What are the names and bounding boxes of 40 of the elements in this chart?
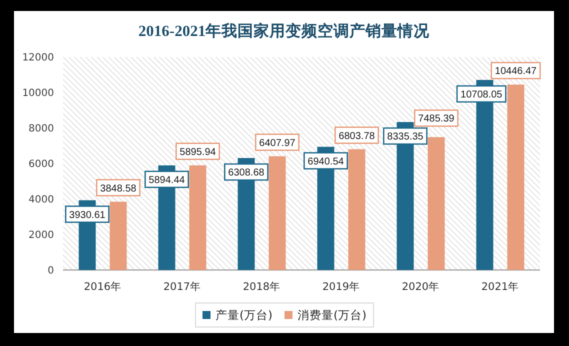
x-tick: 2021年: [481, 281, 520, 293]
data-label: 5895.94: [180, 146, 216, 158]
data-label: 3930.61: [65, 206, 110, 223]
data-label: 8335.35: [383, 127, 428, 145]
x-tick: 2020年: [402, 281, 440, 293]
data-label: 7485.39: [414, 109, 458, 127]
legend-label: 产量(万台): [216, 308, 272, 322]
data-label: 6407.97: [259, 138, 296, 149]
y-tick: 10000: [22, 88, 54, 100]
y-tick: 8000: [28, 124, 54, 135]
data-label: 3930.61: [69, 210, 106, 221]
x-tick: 2019年: [322, 281, 360, 293]
data-label: 10446.47: [490, 62, 541, 80]
data-label: 5895.94: [176, 142, 220, 160]
y-tick: 12000: [22, 52, 54, 64]
x-tick: 2016年: [84, 281, 122, 293]
y-tick: 6000: [28, 159, 54, 170]
y-tick: 0: [48, 266, 54, 277]
data-label: 3848.58: [100, 183, 137, 194]
x-tick: 2017年: [163, 281, 202, 293]
title: 2016-2021年我国家用变频空调产销量情况: [138, 23, 430, 40]
data-label: 10708.05: [460, 90, 503, 101]
data-label: 8335.35: [387, 132, 424, 143]
data-label: 10446.47: [494, 66, 538, 78]
data-label: 6407.97: [255, 134, 300, 151]
legend-label: 消费量(万台): [298, 308, 366, 322]
data-label: 5894.44: [144, 170, 189, 188]
data-label: 6308.68: [224, 163, 268, 181]
data-label: 6940.54: [308, 156, 344, 168]
data-label: 6803.78: [338, 130, 376, 142]
data-label: 10708.05: [456, 85, 506, 103]
x-tick: 2018年: [242, 281, 281, 293]
data-label: 7485.39: [418, 114, 455, 125]
data-label: 5894.44: [148, 174, 186, 186]
data-label: 6940.54: [304, 152, 348, 170]
data-label: 6308.68: [228, 168, 265, 179]
y-tick: 4000: [28, 194, 54, 206]
y-tick: 2000: [28, 230, 54, 242]
data-label: 6803.78: [334, 126, 379, 144]
data-label: 3848.58: [96, 179, 140, 196]
